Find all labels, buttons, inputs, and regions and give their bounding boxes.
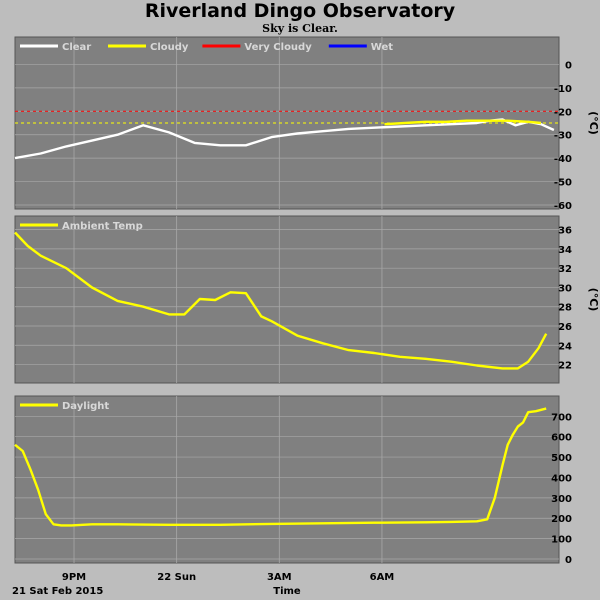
legend-label: Cloudy	[150, 42, 189, 53]
panel-ambient: 36 34 32 30 28 26 24 22 (°C) Ambient Temp	[14, 215, 600, 384]
panel-daylight: 700 600 500 400 300 200 100 0 Daylight	[14, 395, 572, 566]
y-tick-label: 0	[565, 60, 572, 71]
y-tick-label: 500	[551, 453, 572, 464]
panel-background	[14, 395, 560, 564]
y-axis-label: (°C)	[587, 288, 600, 312]
x-axis-label: Time	[273, 586, 301, 597]
y-tick-label: -30	[554, 131, 572, 142]
series-line-sky	[384, 119, 542, 126]
y-tick-label: 26	[558, 322, 572, 333]
y-tick-label: -20	[554, 107, 572, 118]
y-tick-label: 700	[551, 412, 572, 423]
series-line-ambient	[14, 231, 548, 370]
panel-sky: 0 -10 -20 -30 -40 -50 -60 (°C) Clear Cloudy Very C…	[14, 36, 600, 212]
legend-label: Wet	[371, 42, 393, 53]
y-tick-label: 24	[558, 341, 572, 352]
panel-background	[14, 215, 560, 384]
sky-status: Sky is Clear.	[262, 22, 338, 35]
y-tick-label: 100	[551, 535, 572, 546]
legend-label: Daylight	[62, 401, 109, 412]
y-tick-label: 32	[558, 264, 572, 275]
y-tick-label: 30	[558, 283, 572, 294]
x-tick-label: 3AM	[267, 572, 292, 583]
date-label: 21 Sat Feb 2015	[12, 586, 103, 597]
page-title: Riverland Dingo Observatory	[144, 0, 456, 22]
y-tick-label: 28	[558, 303, 572, 314]
x-tick-label: 9PM	[62, 572, 86, 583]
legend-label: Ambient Temp	[62, 221, 143, 232]
y-tick-label: 36	[558, 226, 572, 237]
y-tick-label: 22	[558, 361, 572, 372]
y-tick-label: 300	[551, 494, 572, 505]
y-tick-label: -60	[554, 201, 572, 212]
x-tick-label: 6AM	[370, 572, 395, 583]
y-tick-label: -10	[554, 84, 572, 95]
y-tick-label: -40	[554, 154, 572, 165]
y-tick-label: 600	[551, 433, 572, 444]
legend-label: Very Cloudy	[244, 42, 312, 53]
y-tick-label: 0	[565, 555, 572, 566]
y-tick-label: 34	[558, 245, 572, 256]
y-axis-label: (°C)	[587, 111, 600, 135]
y-tick-label: 400	[551, 473, 572, 484]
y-tick-label: 200	[551, 514, 572, 525]
y-tick-label: -50	[554, 178, 572, 189]
series-line-daylight	[14, 407, 547, 527]
x-tick-label: 22 Sun	[157, 572, 196, 583]
legend-label: Clear	[62, 42, 91, 53]
